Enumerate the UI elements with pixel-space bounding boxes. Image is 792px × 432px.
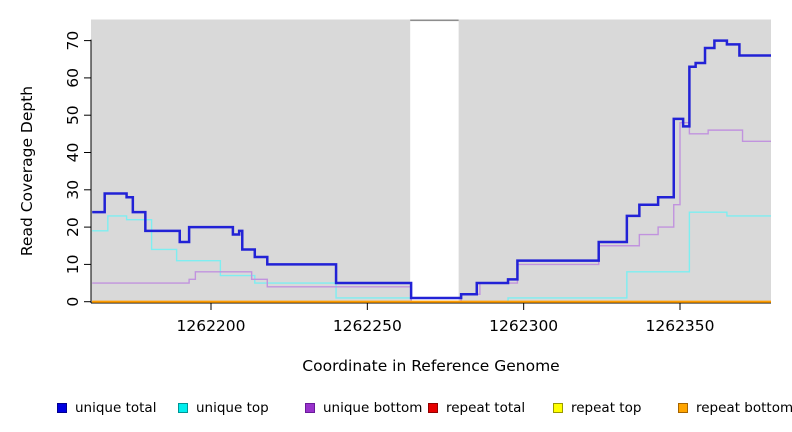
legend-item-repeat-total: repeat total bbox=[428, 399, 525, 417]
y-tick-label: 70 bbox=[64, 31, 82, 51]
legend-item-unique-total: unique total bbox=[57, 399, 156, 417]
legend-label: repeat total bbox=[446, 400, 526, 416]
x-tick-label: 1262350 bbox=[645, 317, 714, 335]
legend-swatch-repeat-top bbox=[553, 403, 563, 413]
legend-label: unique bottom bbox=[323, 400, 423, 416]
gap-band-cap bbox=[410, 19, 459, 22]
series-unique-bottom bbox=[92, 121, 771, 303]
legend-label: repeat bottom bbox=[696, 400, 792, 416]
legend-swatch-unique-top bbox=[178, 403, 188, 413]
series-unique-total bbox=[92, 39, 771, 300]
y-tick-label: 0 bbox=[64, 297, 82, 307]
legend-item-unique-top: unique top bbox=[178, 399, 269, 417]
y-axis-label: Read Coverage Depth bbox=[18, 85, 36, 257]
legend-item-repeat-top: repeat top bbox=[553, 399, 641, 417]
legend-swatch-unique-bottom bbox=[305, 403, 315, 413]
y-tick-label: 30 bbox=[64, 180, 82, 200]
legend: unique total unique top unique bottom repea… bbox=[0, 399, 792, 421]
y-tick-label: 20 bbox=[64, 217, 82, 237]
legend-swatch-repeat-bottom bbox=[678, 403, 688, 413]
coverage-gap-band bbox=[410, 19, 459, 303]
legend-item-unique-bottom: unique bottom bbox=[305, 399, 422, 417]
legend-label: unique total bbox=[75, 400, 157, 416]
x-tick-label: 1262250 bbox=[333, 317, 402, 335]
x-tick-label: 1262200 bbox=[176, 317, 245, 335]
y-tick-label: 10 bbox=[64, 255, 82, 275]
legend-item-repeat-bottom: repeat bottom bbox=[678, 399, 792, 417]
legend-swatch-repeat-total bbox=[428, 403, 438, 413]
x-axis-label: Coordinate in Reference Genome bbox=[302, 357, 560, 375]
y-tick-label: 60 bbox=[64, 68, 82, 88]
legend-label: repeat top bbox=[571, 400, 642, 416]
legend-label: unique top bbox=[196, 400, 269, 416]
x-tick-label: 1262300 bbox=[489, 317, 558, 335]
legend-swatch-unique-total bbox=[57, 403, 67, 413]
y-tick-label: 50 bbox=[64, 105, 82, 125]
y-tick-label: 40 bbox=[64, 143, 82, 163]
